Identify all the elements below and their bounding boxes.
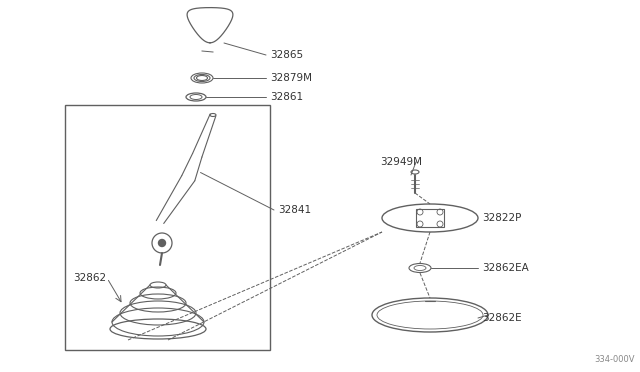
- Text: 32862E: 32862E: [482, 313, 522, 323]
- Text: 32879M: 32879M: [270, 73, 312, 83]
- Text: 32841: 32841: [278, 205, 311, 215]
- Circle shape: [159, 240, 166, 247]
- Text: 32862: 32862: [73, 273, 106, 283]
- Text: 334-000V: 334-000V: [595, 355, 635, 364]
- Text: 32861: 32861: [270, 92, 303, 102]
- Text: 32865: 32865: [270, 50, 303, 60]
- Text: 32822P: 32822P: [482, 213, 522, 223]
- Bar: [65, 105, 270, 350]
- Text: 32862EA: 32862EA: [482, 263, 529, 273]
- Bar: [416, 209, 444, 227]
- Text: 32949M: 32949M: [380, 157, 422, 167]
